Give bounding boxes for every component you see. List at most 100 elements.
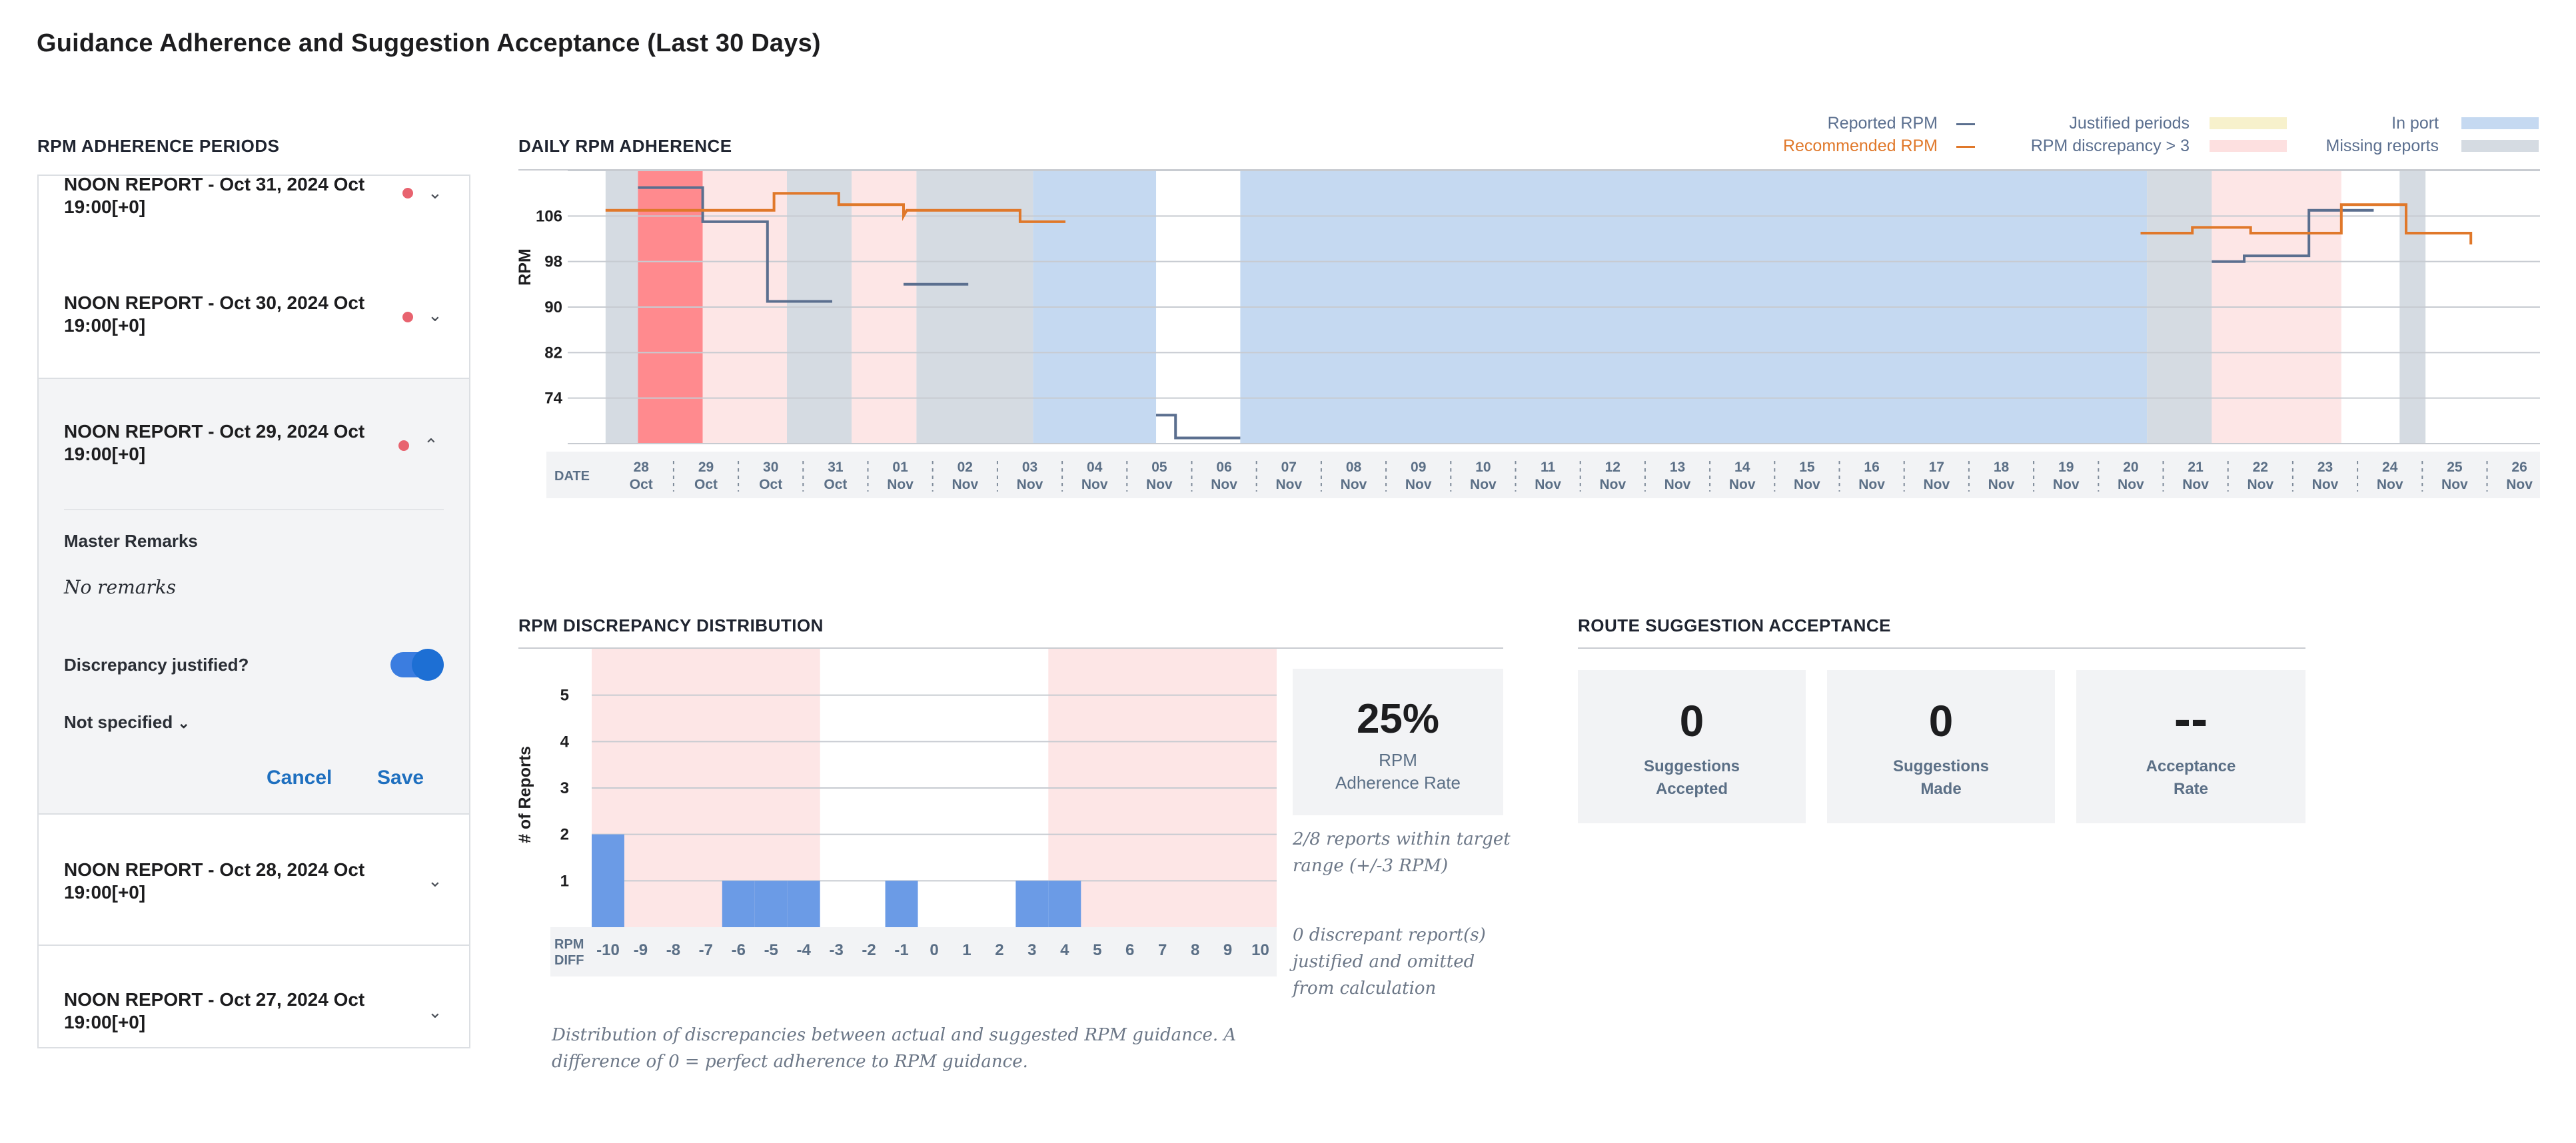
recommended-rpm-line [2140,203,2473,244]
date-tick-month: Nov [2182,477,2209,492]
x-tick-label: 4 [1060,941,1069,959]
date-tick-month: Nov [1017,477,1043,492]
chevron-down-icon[interactable]: ⌄ [428,1002,442,1022]
date-tick-day: 07 [1281,460,1297,475]
legend-reported-label: Reported RPM [1827,114,1938,133]
x-tick-label: 7 [1158,941,1167,959]
report-item[interactable]: NOON REPORT - Oct 28, 2024 Oct 19:00[+0]… [39,815,469,947]
reason-select-value: Not specified [64,712,173,732]
date-tick-month: Nov [1923,477,1950,492]
y-tick-label: 5 [560,687,569,705]
chevron-down-icon[interactable]: ⌄ [428,305,442,325]
report-item[interactable]: NOON REPORT - Oct 27, 2024 Oct 19:00[+0]… [39,946,469,1047]
date-tick-day: 14 [1734,460,1750,475]
adherence-rate-value: 25% [1356,696,1440,742]
date-tick-day: 23 [2317,460,2333,475]
legend-recommended-label: Recommended RPM [1782,137,1938,155]
report-item-expanded[interactable]: NOON REPORT - Oct 29, 2024 Oct 19:00[+0]… [39,379,469,815]
acceptance-rate-card: -- Acceptance Rate [2076,670,2305,823]
x-tick-label: 8 [1191,941,1199,959]
x-tick-label: -2 [862,941,876,959]
suggestions-made-card: 0 Suggestions Made [1827,670,2055,823]
legend-discrepancy-swatch [2210,140,2287,152]
date-tick-day: 05 [1151,460,1167,475]
date-tick-month: Nov [2247,477,2273,492]
date-tick-day: 30 [763,460,778,475]
legend-missing-label: Missing reports [2325,137,2439,155]
date-tick-day: 18 [1994,460,2010,475]
date-tick-day: 26 [2511,460,2527,475]
date-tick-month: Nov [1470,477,1497,492]
daily-chart-heading: DAILY RPM ADHERENCE [518,136,732,156]
x-tick-label: 1 [962,941,971,959]
adherence-rate-label-2: Adherence Rate [1335,773,1461,793]
histogram-bar [592,834,624,927]
report-title: NOON REPORT - Oct 31, 2024 Oct 19:00[+0] [64,175,365,217]
adherence-rate-card: 25% RPM Adherence Rate [1293,669,1503,815]
date-tick-day: 12 [1605,460,1620,475]
x-tick-label: 5 [1093,941,1101,959]
justified-toggle[interactable] [390,650,442,679]
legend-reported-line [1956,123,1975,125]
chevron-down-icon[interactable]: ⌄ [428,183,442,202]
cancel-button[interactable]: Cancel [267,767,332,789]
legend-discrepancy-label: RPM discrepancy > 3 [2030,137,2190,155]
date-tick-month: Nov [2312,477,2339,492]
date-tick-day: 04 [1087,460,1103,475]
date-tick-day: 19 [2058,460,2074,475]
date-tick-month: Nov [1341,477,1367,492]
x-tick-label: 0 [930,941,938,959]
save-button[interactable]: Save [377,767,424,789]
x-tick-label: -5 [764,941,778,959]
x-tick-label: 6 [1125,941,1134,959]
report-title: NOON REPORT - Oct 30, 2024 Oct 19:00[+0] [64,292,365,336]
distribution-divider [518,647,1503,649]
date-tick-month: Nov [1211,477,1237,492]
x-tick-label: -7 [699,941,713,959]
daily-rpm-chart: 74 82 90 98 106 RPM DATE 28 Oct 29 Oct 30 Oct 31 Oct 01… [516,170,2540,498]
y-axis-label: # of Reports [516,746,534,843]
x-tick-label: -1 [894,941,908,959]
chevron-down-icon: ⌄ [177,715,190,731]
chevron-up-icon[interactable]: ⌃ [424,435,438,455]
report-item[interactable]: NOON REPORT - Oct 31, 2024 Oct 19:00[+0]… [39,175,469,251]
date-tick-month: Nov [952,477,978,492]
date-tick-day: 11 [1541,460,1556,475]
y-tick-label: 74 [544,390,562,408]
report-list[interactable]: NOON REPORT - Oct 31, 2024 Oct 19:00[+0]… [37,175,470,1048]
reason-select[interactable]: Not specified ⌄ [64,712,190,733]
date-tick-month: Nov [2441,477,2468,492]
legend-missing-swatch [2461,140,2539,152]
date-tick-day: 03 [1022,460,1037,475]
date-tick-month: Nov [1275,477,1302,492]
date-tick-month: Oct [759,477,782,492]
route-heading: ROUTE SUGGESTION ACCEPTANCE [1578,615,1891,635]
suggestions-made-label-1: Suggestions [1892,757,1989,775]
chevron-down-icon[interactable]: ⌄ [428,871,442,891]
report-title: NOON REPORT - Oct 27, 2024 Oct 19:00[+0] [64,989,365,1032]
toggle-knob [413,650,442,679]
discrepancy-dot [402,188,413,198]
date-axis-background [546,452,2540,498]
date-tick-day: 09 [1411,460,1426,475]
discrepancy-dot [398,440,409,451]
adherence-periods-heading: RPM ADHERENCE PERIODS [37,136,280,156]
recommended-rpm-line [605,192,1065,223]
date-tick-day: 17 [1929,460,1944,475]
master-remarks-label: Master Remarks [64,531,198,551]
date-tick-month: Nov [1405,477,1432,492]
x-tick-label: -4 [797,941,812,959]
date-tick-month: Nov [1599,477,1626,492]
x-tick-label: 2 [995,941,1003,959]
x-axis-label: RPM [554,937,584,952]
date-tick-day: 15 [1799,460,1815,475]
date-tick-month: Nov [2053,477,2080,492]
suggestions-accepted-card: 0 Suggestions Accepted [1578,670,1806,823]
suggestions-made-value: 0 [1928,696,1954,745]
y-tick-label: 2 [560,826,569,844]
acceptance-rate-label-2: Rate [2173,780,2209,798]
report-item[interactable]: NOON REPORT - Oct 30, 2024 Oct 19:00[+0]… [39,249,469,380]
date-tick-day: 24 [2382,460,2398,475]
date-tick-month: Oct [824,477,847,492]
